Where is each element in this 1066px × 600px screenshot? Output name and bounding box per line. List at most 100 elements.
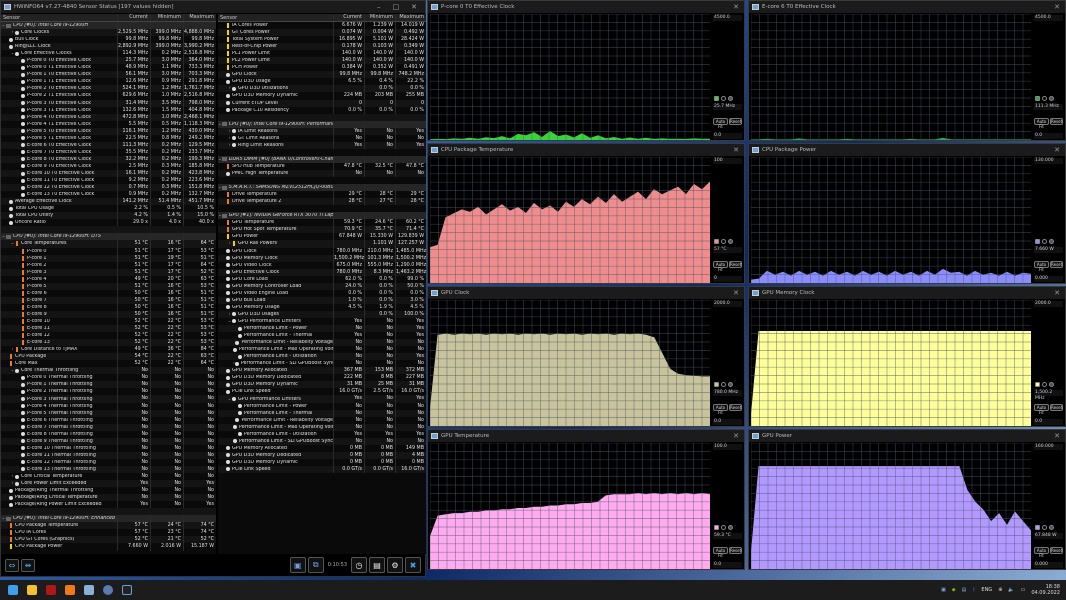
hwinfo-sensors-taskbar-icon[interactable] xyxy=(122,585,132,595)
col-maximum[interactable]: Maximum xyxy=(183,14,216,21)
sensor-row-gpu-power[interactable]: GPU Power 67.848 W 15.330 W 129.839 W xyxy=(218,233,426,241)
sensor-row-e-core-7-thermal-throttling[interactable]: E-core 7 Thermal Throttling No No No xyxy=(1,423,216,431)
sensor-row-p-core-2-t1-effective-clock[interactable]: P-core 2 T1 Effective Clock 629.6 MHz 1.0 … xyxy=(1,92,216,100)
chevron-down-icon[interactable]: ⌄ xyxy=(10,368,15,374)
chart-max-value[interactable]: 100 xyxy=(713,158,742,164)
sensor-row-package-c10-residency[interactable]: Package C10 Residency 0.0 % 0.0 % 0.0 % xyxy=(218,106,426,114)
sensor-row-e-core-13-thermal-throttling[interactable]: E-core 13 Thermal Throttling No No No xyxy=(1,465,216,473)
sensor-row-performance-limit-max-operating-voltage[interactable]: Performance Limit - Max Operating Voltag… xyxy=(218,423,426,431)
sensor-row-p-core-1-t1-effective-clock[interactable]: P-core 1 T1 Effective Clock 12.6 MHz 0.9 M… xyxy=(1,78,216,86)
series-color-swatch[interactable] xyxy=(1035,525,1040,530)
chart-title-bar[interactable]: CPU Package Temperature ✕ xyxy=(428,144,744,156)
tray-app-icon[interactable]: ▤ xyxy=(961,587,967,593)
sensor-row-spd-hub-temperature[interactable]: SPD Hub Temperature 47.8 °C 32.5 °C 47.8 °C xyxy=(218,162,426,170)
sensor-row-performance-limit-utilization[interactable]: Performance Limit - Utilization Yes Yes Yes xyxy=(218,430,426,438)
auto-fit-button[interactable]: Auto Fit xyxy=(1034,118,1049,129)
sensor-row-cpu-ia-cores[interactable]: CPU IA Cores 57 °C 23 °C 74 °C xyxy=(1,529,216,537)
col-minimum[interactable]: Minimum xyxy=(364,14,395,21)
chart-title-bar[interactable]: GPU Memory Clock ✕ xyxy=(749,287,1065,299)
auto-fit-button[interactable]: Auto Fit xyxy=(713,404,728,415)
sensor-group-header[interactable]: ⌄ GPU [#1]: NVIDIA GeForce RTX 3070 Ti La… xyxy=(218,212,426,220)
sensor-row-e-core-11-thermal-throttling[interactable]: E-core 11 Thermal Throttling No No No xyxy=(1,451,216,459)
chart-min-value[interactable]: 0.0 xyxy=(1034,133,1063,139)
sensor-row-e-core-8-thermal-throttling[interactable]: E-core 8 Thermal Throttling No No No xyxy=(1,430,216,438)
close-button[interactable]: ✕ xyxy=(411,3,417,11)
sensor-row-p-core-5-thermal-throttling[interactable]: P-core 5 Thermal Throttling No No No xyxy=(1,409,216,417)
sensor-row-pcie-link-speed[interactable]: PCIe Link Speed 16.0 GT/s 2.5 GT/s 16.0 GT/… xyxy=(218,388,426,396)
sensor-group-header[interactable]: ⌄ CPU [#0]: Intel Core i9-12900H: DTS xyxy=(1,233,216,241)
collapse-chevron-icon[interactable]: ⌄ xyxy=(218,213,222,219)
sensor-row-gpu-d3d-utilizations[interactable]: › GPU D3D Utilizations 0.0 % 0.0 % xyxy=(218,85,426,93)
chart-min-value[interactable]: 0 xyxy=(713,276,742,282)
maximize-button[interactable]: □ xyxy=(392,3,400,11)
series-toggle-icon[interactable] xyxy=(1049,239,1054,244)
sensor-row-p-core-0-t0-effective-clock[interactable]: P-core 0 T0 Effective Clock 25.7 MHz 3.0 M… xyxy=(1,57,216,65)
sensor-row-performance-limit-sli-gpuboost-sync[interactable]: Performance Limit - SLI GPUBoost Sync No N… xyxy=(218,437,426,445)
sensor-row-core-max[interactable]: Core Max 52 °C 22 °C 64 °C xyxy=(1,360,216,368)
sensor-row-drive-temperature[interactable]: Drive Temperature 29 °C 28 °C 29 °C xyxy=(218,191,426,199)
collapse-chevron-icon[interactable]: ⌄ xyxy=(1,516,6,522)
sensor-row-p-core-5-t0-effective-clock[interactable]: P-core 5 T0 Effective Clock 116.1 MHz 1.2 … xyxy=(1,127,216,135)
sensor-row-e-core-8[interactable]: E-core 8 50 °C 16 °C 51 °C xyxy=(1,303,216,311)
sensor-row-performance-limit-reliability-voltage[interactable]: Performance Limit - Reliability Voltage N… xyxy=(218,416,426,424)
sensor-row-p-core-4-t0-effective-clock[interactable]: P-core 4 T0 Effective Clock 472.8 MHz 1.0 … xyxy=(1,113,216,121)
taskbar-clock[interactable]: 18:38 04.09.2022 xyxy=(1031,584,1060,596)
sensor-row-pmic-high-temperature[interactable]: PMIC High Temperature No No No xyxy=(218,169,426,178)
collapse-arrows-icon[interactable]: ⇹ xyxy=(21,558,35,572)
sensor-row-total-cpu-usage[interactable]: Total CPU Usage 2.2 % 0.5 % 10.5 % xyxy=(1,205,216,213)
sensor-row-performance-limit-power[interactable]: Performance Limit - Power No No No xyxy=(218,402,426,410)
sensor-row-gpu-memory-usage[interactable]: GPU Memory Usage 4.5 % 1.9 % 4.5 % xyxy=(218,303,426,311)
sensor-row-p-core-0-thermal-throttling[interactable]: P-core 0 Thermal Throttling No No No xyxy=(1,374,216,382)
chart-max-value[interactable]: 100.0 xyxy=(713,444,742,450)
sensor-row-e-core-10-t0-effective-clock[interactable]: E-core 10 T0 Effective Clock 16.1 MHz 0.2 … xyxy=(1,169,216,178)
sensor-row-performance-limit-thermal[interactable]: Performance Limit - Thermal No No No xyxy=(218,409,426,417)
sensor-row-p-core-0-t1-effective-clock[interactable]: P-core 0 T1 Effective Clock 48.9 MHz 1.1 M… xyxy=(1,64,216,72)
sensor-row-performance-limit-utilization[interactable]: Performance Limit - Utilization No No Yes xyxy=(218,353,426,361)
sensor-row-core-distance-to-tjmax[interactable]: › Core Distance to TjMAX 49 °C 36 °C 84 °C xyxy=(1,346,216,354)
sensor-row-gpu-performance-limiters[interactable]: ⌄ GPU Performance Limiters Yes No Yes xyxy=(218,395,426,403)
clock-icon[interactable]: ◷ xyxy=(351,557,367,573)
chevron-right-icon[interactable]: › xyxy=(228,128,231,134)
reset-button[interactable]: Reset xyxy=(729,404,742,411)
sensor-row-p-core-3[interactable]: P-core 3 51 °C 17 °C 52 °C xyxy=(1,268,216,276)
network-report-icon[interactable]: ▣ xyxy=(289,557,306,573)
network-icon[interactable]: ⧉ xyxy=(307,557,324,573)
chart-close-button[interactable]: ✕ xyxy=(1054,146,1060,154)
series-toggle-icon[interactable] xyxy=(1042,239,1047,244)
sensor-row-e-core-9-thermal-throttling[interactable]: E-core 9 Thermal Throttling No No No xyxy=(1,437,216,445)
series-toggle-icon[interactable] xyxy=(728,96,733,101)
sensor-row-e-core-9[interactable]: E-core 9 50 °C 16 °C 51 °C xyxy=(1,310,216,318)
sensor-row-p-core-4[interactable]: P-core 4 49 °C 20 °C 63 °C xyxy=(1,275,216,283)
chart-close-button[interactable]: ✕ xyxy=(1054,432,1060,440)
sensor-row-gpu-memory-allocated[interactable]: GPU Memory Allocated 367 MB 153 MB 372 MB xyxy=(218,367,426,375)
settings-icon[interactable] xyxy=(103,585,113,595)
sensor-row-pl1-power-limit[interactable]: PL1 Power Limit 140.0 W 140.0 W 140.0 W xyxy=(218,50,426,58)
sensor-row-e-core-6-t0-effective-clock[interactable]: E-core 6 T0 Effective Clock 111.3 MHz 0.2 … xyxy=(1,141,216,149)
sensor-row-p-core-4-t1-effective-clock[interactable]: P-core 4 T1 Effective Clock 5.5 MHz 0.5 MH… xyxy=(1,120,216,128)
reset-button[interactable]: Reset xyxy=(729,261,742,268)
sensor-row-p-core-4-thermal-throttling[interactable]: P-core 4 Thermal Throttling No No No xyxy=(1,402,216,410)
tray-bluetooth-icon[interactable]: ᛒ xyxy=(972,587,976,593)
col-minimum[interactable]: Minimum xyxy=(150,14,183,21)
sensor-row-e-core-10-thermal-throttling[interactable]: E-core 10 Thermal Throttling No No No xyxy=(1,444,216,452)
sensor-row-gpu-video-clock[interactable]: GPU Video Clock 675.0 MHz 555.0 MHz 1,290.0… xyxy=(218,261,426,269)
chevron-down-icon[interactable]: ⌄ xyxy=(10,51,15,57)
series-color-swatch[interactable] xyxy=(1035,96,1040,101)
hwinfo-taskbar-icon[interactable] xyxy=(84,585,94,595)
sensor-row-cpu-package-temperature[interactable]: CPU Package Temperature 57 °C 24 °C 74 °C xyxy=(1,522,216,530)
sensor-row-package-ring-power-limit-exceeded[interactable]: Package/Ring Power Limit Exceeded Yes No Ye… xyxy=(1,501,216,509)
sensor-row-core-thermal-throttling[interactable]: ⌄ Core Thermal Throttling No No No xyxy=(1,367,216,375)
series-toggle-icon[interactable] xyxy=(721,96,726,101)
sensor-row-e-core-12-t0-effective-clock[interactable]: E-core 12 T0 Effective Clock 0.7 MHz 0.3 M… xyxy=(1,184,216,192)
auto-fit-button[interactable]: Auto Fit xyxy=(1034,261,1049,272)
reset-button[interactable]: Reset xyxy=(1050,404,1063,411)
chart-max-value[interactable]: 2000.0 xyxy=(1034,301,1063,307)
chart-title-bar[interactable]: E-core 6 T0 Effective Clock ✕ xyxy=(749,1,1065,13)
sensor-row-p-core-3-t0-effective-clock[interactable]: P-core 3 T0 Effective Clock 31.4 MHz 3.5 M… xyxy=(1,99,216,107)
sensor-row-performance-limit-thermal[interactable]: Performance Limit - Thermal Yes No Yes xyxy=(218,332,426,340)
col-current[interactable]: Current xyxy=(117,14,150,21)
reset-button[interactable]: Reset xyxy=(729,118,742,125)
series-color-swatch[interactable] xyxy=(714,96,719,101)
sensor-row-e-core-12-thermal-throttling[interactable]: E-core 12 Thermal Throttling No No No xyxy=(1,458,216,466)
chart-close-button[interactable]: ✕ xyxy=(1054,3,1060,11)
